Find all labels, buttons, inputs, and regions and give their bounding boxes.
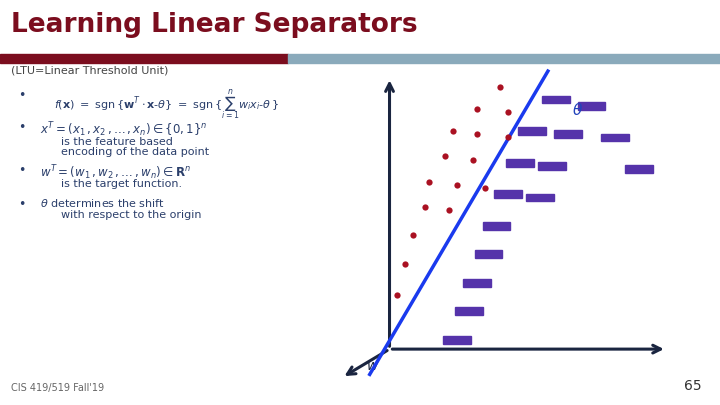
Text: $\theta$ determines the shift: $\theta$ determines the shift <box>40 197 165 209</box>
Bar <box>0 54 288 63</box>
Bar <box>577 102 606 110</box>
Text: Learning Linear Separators: Learning Linear Separators <box>11 12 418 38</box>
Bar <box>601 134 629 141</box>
Bar <box>518 127 546 135</box>
Text: is the feature based: is the feature based <box>61 137 173 147</box>
Text: is the target function.: is the target function. <box>61 179 182 189</box>
Bar <box>526 194 554 201</box>
Bar <box>455 307 482 315</box>
Bar <box>482 222 510 230</box>
Bar <box>474 250 503 258</box>
Text: •: • <box>18 89 25 102</box>
Text: •: • <box>18 164 25 177</box>
Text: encoding of the data point: encoding of the data point <box>61 147 210 157</box>
Bar <box>288 54 720 63</box>
Bar <box>463 279 490 287</box>
Bar <box>625 165 653 173</box>
Text: $\theta$: $\theta$ <box>572 102 582 118</box>
Text: $f(\mathbf{x})\ =\ \mathrm{sgn}\,\{\mathbf{w}^T \cdot \mathbf{x}\text{-}\theta\}: $f(\mathbf{x})\ =\ \mathrm{sgn}\,\{\math… <box>54 87 279 122</box>
Text: CIS 419/519 Fall'19: CIS 419/519 Fall'19 <box>11 383 104 393</box>
Text: $w$: $w$ <box>366 358 379 373</box>
Text: (LTU=Linear Threshold Unit): (LTU=Linear Threshold Unit) <box>11 66 168 76</box>
Text: with respect to the origin: with respect to the origin <box>61 210 202 220</box>
Text: $x^T = (x_1\,,x_2\,,\ldots\,,x_n) \in \{0,1\}^n$: $x^T = (x_1\,,x_2\,,\ldots\,,x_n) \in \{… <box>40 120 207 139</box>
Text: •: • <box>18 198 25 211</box>
Bar <box>554 130 582 138</box>
Text: •: • <box>18 122 25 134</box>
Bar <box>538 162 566 170</box>
Bar <box>495 190 522 198</box>
Bar <box>443 336 471 343</box>
Bar <box>542 96 570 104</box>
Bar <box>506 159 534 167</box>
Text: $w^T = (w_1\,,w_2\,,\ldots\,,w_n) \in \mathbf{R}^n$: $w^T = (w_1\,,w_2\,,\ldots\,,w_n) \in \m… <box>40 163 191 181</box>
Text: 65: 65 <box>685 379 702 393</box>
